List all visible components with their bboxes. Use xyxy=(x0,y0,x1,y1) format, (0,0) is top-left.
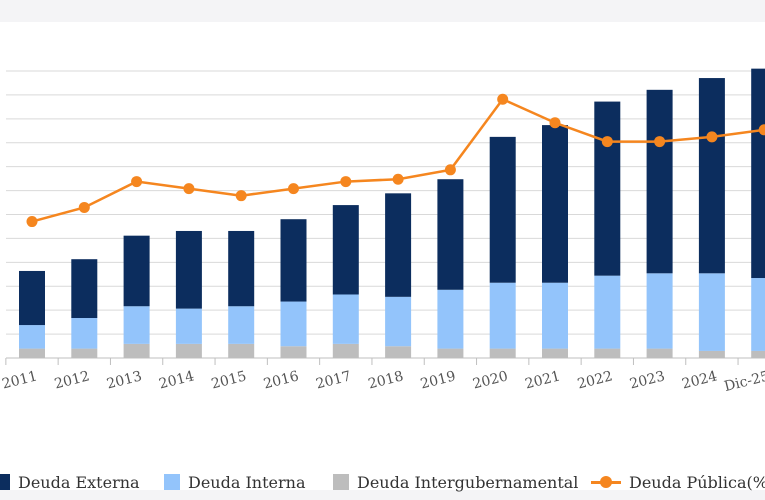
legend-swatch-externa xyxy=(0,474,10,490)
bar-deuda-interna-2022[interactable] xyxy=(594,275,621,349)
bar-deuda-interna-2018[interactable] xyxy=(385,296,412,347)
bar-deuda-intergubernamental-2015[interactable] xyxy=(228,343,255,358)
x-tick-label: 2022 xyxy=(576,368,614,392)
bar-deuda-externa-2022[interactable] xyxy=(594,101,621,276)
legend-label-interna: Deuda Interna xyxy=(188,472,306,492)
x-tick-label: 2015 xyxy=(210,368,248,392)
x-tick-label: 2021 xyxy=(524,368,562,392)
deuda-publica-point-2018[interactable] xyxy=(392,173,404,185)
legend-label-externa: Deuda Externa xyxy=(18,472,140,492)
deuda-publica-point-2019[interactable] xyxy=(444,164,456,176)
bar-deuda-intergubernamental-2013[interactable] xyxy=(123,343,150,358)
bar-deuda-intergubernamental-2021[interactable] xyxy=(542,348,568,358)
x-tick-label: 2023 xyxy=(628,368,666,392)
bar-deuda-intergubernamental-2019[interactable] xyxy=(437,348,464,358)
deuda-publica-point-2022[interactable] xyxy=(601,136,613,148)
bar-deuda-externa-2020[interactable] xyxy=(489,136,516,283)
bar-deuda-externa-2012[interactable] xyxy=(71,259,98,319)
deuda-publica-point-2024[interactable] xyxy=(706,131,718,143)
x-tick-label: 2018 xyxy=(367,368,405,392)
bar-deuda-intergubernamental-2012[interactable] xyxy=(71,348,98,358)
bar-deuda-interna-2016[interactable] xyxy=(280,301,307,347)
bar-deuda-interna-2021[interactable] xyxy=(542,282,568,349)
bar-deuda-intergubernamental-2023[interactable] xyxy=(646,348,673,358)
bar-deuda-interna-2020[interactable] xyxy=(489,282,516,349)
x-tick-label: 2024 xyxy=(680,368,719,392)
x-tick-label: 2017 xyxy=(314,368,352,392)
chart-panel: 2011 2012 2013 2014 2015 2016 2017 2018 2019 2020… xyxy=(0,22,765,492)
bar-deuda-externa-dic-25[interactable] xyxy=(751,68,765,279)
deuda-publica-point-2021[interactable] xyxy=(549,117,561,129)
bar-deuda-interna-dic-25[interactable] xyxy=(751,278,765,351)
bar-deuda-interna-2019[interactable] xyxy=(437,289,464,349)
bar-deuda-intergubernamental-dic-25[interactable] xyxy=(751,350,765,358)
bar-deuda-intergubernamental-2020[interactable] xyxy=(489,348,516,358)
deuda-publica-point-2015[interactable] xyxy=(235,190,247,202)
bar-deuda-externa-2016[interactable] xyxy=(280,219,307,302)
bar-deuda-interna-2023[interactable] xyxy=(646,273,673,349)
bar-deuda-intergubernamental-2014[interactable] xyxy=(175,343,202,358)
bar-deuda-externa-2023[interactable] xyxy=(646,89,673,274)
bar-deuda-externa-2017[interactable] xyxy=(332,205,359,295)
bar-deuda-interna-2012[interactable] xyxy=(71,318,98,349)
bar-deuda-intergubernamental-2017[interactable] xyxy=(332,343,359,358)
x-tick-label: 2019 xyxy=(419,368,457,392)
x-tick-label: 2020 xyxy=(471,368,509,392)
bar-deuda-externa-2019[interactable] xyxy=(437,179,464,290)
x-tick-label: 2014 xyxy=(157,368,196,392)
deuda-publica-point-dic-25[interactable] xyxy=(758,124,765,136)
legend-label-publica: Deuda Pública(%PIB) xyxy=(629,472,765,492)
bar-deuda-externa-2021[interactable] xyxy=(542,125,568,283)
legend-item-deuda-intergubernamental[interactable]: Deuda Intergubernamental xyxy=(333,467,578,497)
legend-item-deuda-publica[interactable]: Deuda Pública(%PIB) xyxy=(591,467,765,497)
x-tick-label: 2016 xyxy=(262,368,301,392)
bar-deuda-intergubernamental-2016[interactable] xyxy=(280,346,307,358)
x-tick-label: 2011 xyxy=(1,368,39,392)
bar-deuda-interna-2011[interactable] xyxy=(19,325,45,349)
bar-deuda-externa-2018[interactable] xyxy=(385,193,412,297)
bar-deuda-intergubernamental-2024[interactable] xyxy=(698,350,725,358)
deuda-publica-point-2023[interactable] xyxy=(654,136,666,148)
x-tick-label: 2012 xyxy=(53,368,91,392)
bar-deuda-externa-2015[interactable] xyxy=(228,230,255,307)
deuda-publica-point-2011[interactable] xyxy=(26,216,38,228)
deuda-publica-point-2014[interactable] xyxy=(183,183,195,195)
legend-swatch-intergub xyxy=(333,474,349,490)
bar-deuda-externa-2024[interactable] xyxy=(698,78,725,274)
legend-swatch-interna xyxy=(164,474,180,490)
bar-deuda-externa-2014[interactable] xyxy=(175,230,202,309)
deuda-publica-point-2012[interactable] xyxy=(78,201,90,213)
legend-swatch-publica xyxy=(591,474,621,490)
stacked-debt-chart: 2011 2012 2013 2014 2015 2016 2017 2018 2019 2020… xyxy=(1,68,765,395)
bar-deuda-interna-2024[interactable] xyxy=(698,273,725,351)
bar-deuda-interna-2017[interactable] xyxy=(332,294,359,344)
bar-deuda-interna-2014[interactable] xyxy=(175,308,202,344)
deuda-publica-point-2020[interactable] xyxy=(497,93,509,105)
bar-deuda-interna-2015[interactable] xyxy=(228,306,255,344)
deuda-publica-point-2016[interactable] xyxy=(288,183,299,195)
bar-deuda-intergubernamental-2011[interactable] xyxy=(19,348,45,358)
bar-deuda-interna-2013[interactable] xyxy=(123,306,150,344)
chart-legend: Deuda Externa Deuda Interna Deuda Interg… xyxy=(0,467,765,497)
deuda-publica-point-2017[interactable] xyxy=(340,176,352,188)
bar-deuda-externa-2011[interactable] xyxy=(19,270,45,326)
bar-deuda-intergubernamental-2022[interactable] xyxy=(594,348,621,358)
bar-deuda-externa-2013[interactable] xyxy=(123,235,150,307)
deuda-publica-point-2013[interactable] xyxy=(131,176,143,188)
x-tick-label: 2013 xyxy=(105,368,143,392)
legend-item-deuda-externa[interactable]: Deuda Externa xyxy=(0,467,140,497)
legend-item-deuda-interna[interactable]: Deuda Interna xyxy=(164,467,305,497)
legend-label-intergub: Deuda Intergubernamental xyxy=(357,472,579,492)
bar-deuda-intergubernamental-2018[interactable] xyxy=(385,346,412,358)
x-tick-label: Dic-25 xyxy=(723,368,765,395)
